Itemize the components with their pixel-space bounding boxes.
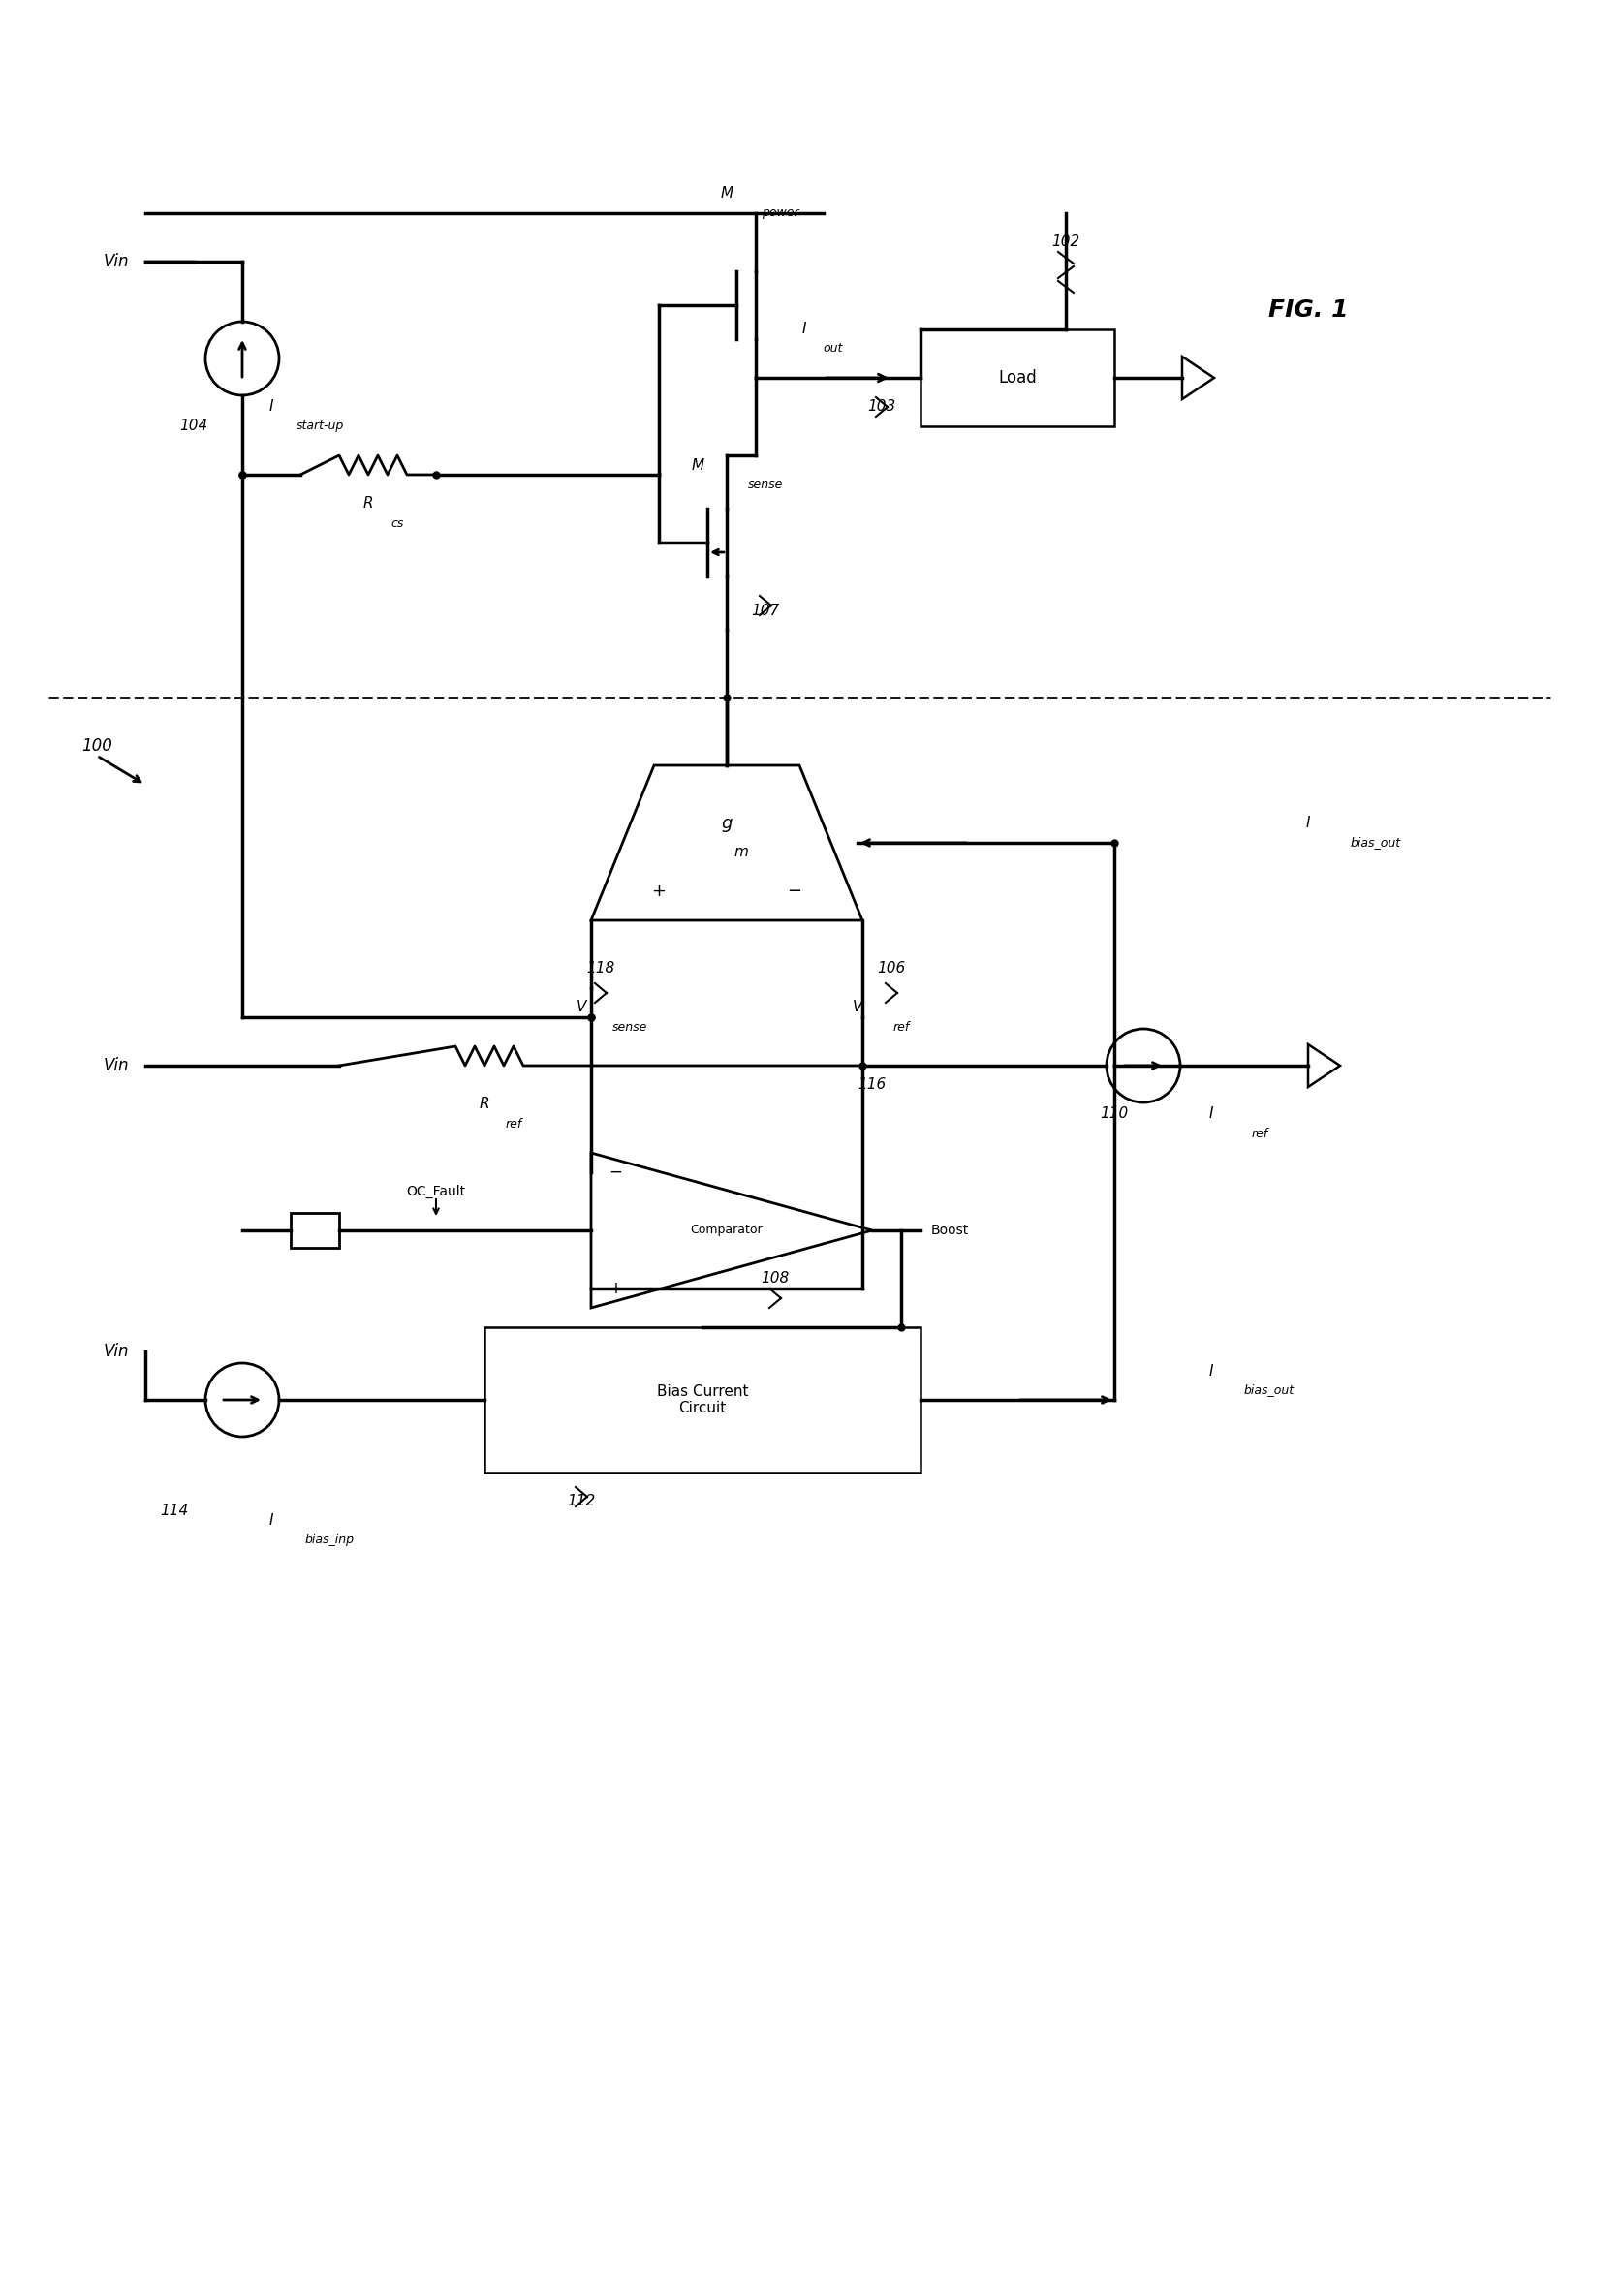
Text: bias_out: bias_out: [1245, 1384, 1295, 1396]
Text: Vin: Vin: [104, 253, 130, 271]
Text: Vin: Vin: [104, 1056, 130, 1075]
Text: I: I: [1209, 1107, 1214, 1120]
Text: 118: 118: [586, 962, 615, 976]
Text: M: M: [691, 457, 704, 473]
Text: 100: 100: [81, 737, 112, 755]
Text: 116: 116: [859, 1077, 886, 1093]
Text: sense: sense: [748, 478, 782, 491]
Bar: [920, 328, 1115, 427]
Text: FIG. 1: FIG. 1: [1268, 298, 1349, 321]
Text: +: +: [651, 882, 665, 900]
Text: 107: 107: [751, 604, 779, 618]
Text: cs: cs: [391, 517, 404, 530]
Text: Load: Load: [998, 370, 1037, 386]
Text: g: g: [721, 815, 732, 831]
Text: out: out: [823, 342, 844, 356]
Text: 112: 112: [566, 1495, 596, 1508]
Text: m: m: [734, 845, 748, 859]
Text: ref: ref: [505, 1118, 523, 1130]
Text: OC_Fault: OC_Fault: [406, 1185, 466, 1199]
Text: 103: 103: [868, 400, 896, 413]
Text: I: I: [1307, 815, 1310, 831]
Text: bias_inp: bias_inp: [305, 1534, 354, 1548]
Text: 106: 106: [878, 962, 906, 976]
Text: I: I: [269, 1513, 274, 1529]
Text: ref: ref: [893, 1022, 909, 1033]
Text: Vin: Vin: [104, 1343, 130, 1359]
Text: Boost: Boost: [930, 1224, 969, 1238]
Text: V: V: [576, 1001, 586, 1015]
Text: R: R: [479, 1097, 490, 1111]
Text: I: I: [802, 321, 807, 338]
Text: I: I: [1209, 1364, 1214, 1378]
Text: M: M: [721, 186, 734, 202]
Bar: [485, 1327, 920, 1472]
Text: 108: 108: [761, 1272, 789, 1286]
Text: V: V: [852, 1001, 862, 1015]
Text: ref: ref: [1251, 1127, 1268, 1139]
Text: +: +: [609, 1279, 622, 1297]
Text: I: I: [269, 400, 274, 413]
Text: power: power: [761, 207, 799, 220]
Text: Comparator: Comparator: [690, 1224, 763, 1238]
Text: start-up: start-up: [295, 420, 344, 432]
Text: sense: sense: [612, 1022, 648, 1033]
Bar: [291, 1212, 339, 1247]
Text: Bias Current
Circuit: Bias Current Circuit: [657, 1384, 748, 1417]
Text: 104: 104: [180, 418, 208, 434]
Text: 110: 110: [1100, 1107, 1128, 1120]
Text: −: −: [609, 1164, 622, 1180]
Text: −: −: [787, 882, 802, 900]
Text: 114: 114: [161, 1504, 188, 1518]
Text: 102: 102: [1052, 234, 1079, 250]
Text: R: R: [364, 496, 373, 512]
Text: bias_out: bias_out: [1350, 836, 1401, 850]
